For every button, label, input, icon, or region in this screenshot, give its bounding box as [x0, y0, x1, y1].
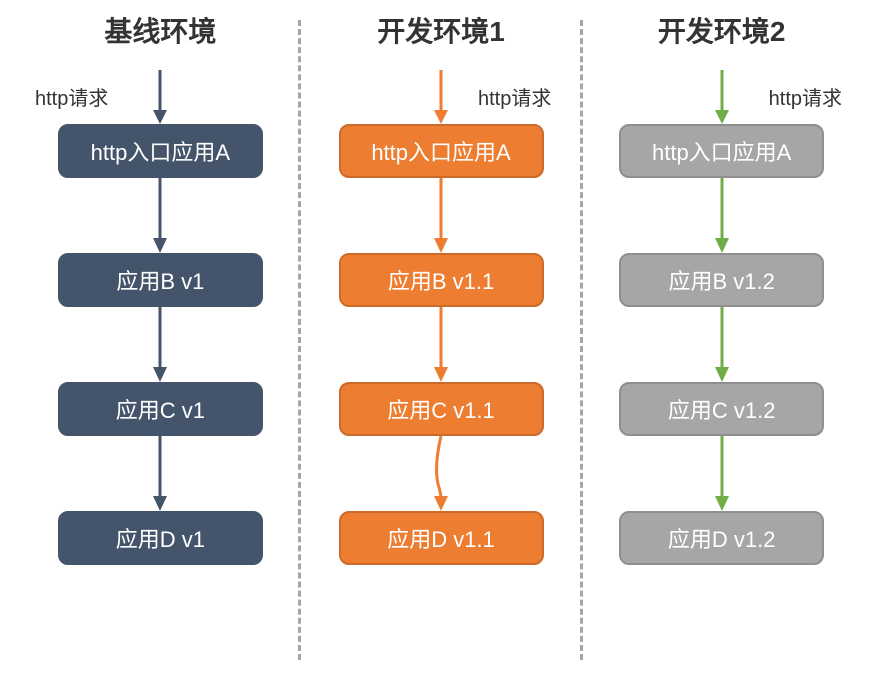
node-label: 应用B v1 — [116, 264, 204, 296]
arrow-down-icon — [145, 436, 175, 511]
arrow-row — [316, 307, 567, 382]
arrow-down-icon — [424, 436, 458, 511]
node-app-d: 应用D v1.2 — [619, 511, 824, 565]
request-arrow-row: http请求 — [596, 68, 847, 124]
arrow-down-icon — [707, 436, 737, 511]
node-label: 应用C v1.1 — [387, 393, 495, 425]
arrow-row — [596, 178, 847, 253]
node-app-d: 应用D v1 — [58, 511, 263, 565]
column-dev2: 开发环境2 http请求 http入口应用A 应用B v1.2 — [581, 10, 862, 660]
request-arrow-row: http请求 — [35, 68, 286, 124]
node-app-a: http入口应用A — [339, 124, 544, 178]
arrow-row — [596, 436, 847, 511]
arrow-row — [35, 178, 286, 253]
diagram-container: 基线环境 http请求 http入口应用A 应用B v1 — [0, 0, 882, 680]
node-app-b: 应用B v1.2 — [619, 253, 824, 307]
arrow-down-icon — [426, 178, 456, 253]
arrow-row — [35, 436, 286, 511]
request-label: http请求 — [478, 82, 551, 111]
arrow-row — [35, 307, 286, 382]
request-label: http请求 — [35, 82, 108, 111]
node-app-b: 应用B v1.1 — [339, 253, 544, 307]
node-label: 应用D v1 — [116, 522, 205, 554]
arrow-down-icon — [707, 68, 737, 124]
node-label: 应用D v1.1 — [387, 522, 495, 554]
arrow-down-icon — [426, 68, 456, 124]
column-baseline: 基线环境 http请求 http入口应用A 应用B v1 — [20, 10, 301, 660]
arrow-row — [316, 178, 567, 253]
column-title: 开发环境2 — [658, 10, 786, 50]
node-label: http入口应用A — [91, 135, 230, 167]
arrow-down-icon — [426, 307, 456, 382]
node-app-a: http入口应用A — [58, 124, 263, 178]
node-app-a: http入口应用A — [619, 124, 824, 178]
arrow-down-icon — [707, 178, 737, 253]
arrow-row — [596, 307, 847, 382]
request-label: http请求 — [769, 82, 842, 111]
node-label: 应用D v1.2 — [668, 522, 776, 554]
column-title: 基线环境 — [104, 10, 216, 50]
node-app-c: 应用C v1.1 — [339, 382, 544, 436]
request-arrow-row: http请求 — [316, 68, 567, 124]
node-label: 应用C v1.2 — [668, 393, 776, 425]
node-label: 应用C v1 — [116, 393, 205, 425]
node-label: http入口应用A — [652, 135, 791, 167]
node-app-c: 应用C v1 — [58, 382, 263, 436]
node-app-b: 应用B v1 — [58, 253, 263, 307]
arrow-down-icon — [707, 307, 737, 382]
column-title: 开发环境1 — [377, 10, 505, 50]
node-app-c: 应用C v1.2 — [619, 382, 824, 436]
arrow-down-icon — [145, 68, 175, 124]
node-label: http入口应用A — [371, 135, 510, 167]
node-label: 应用B v1.2 — [668, 264, 774, 296]
arrow-row — [316, 436, 567, 511]
node-label: 应用B v1.1 — [388, 264, 494, 296]
arrow-down-icon — [145, 178, 175, 253]
column-dev1: 开发环境1 http请求 http入口应用A 应用B v1.1 — [301, 10, 582, 660]
arrow-down-icon — [145, 307, 175, 382]
node-app-d: 应用D v1.1 — [339, 511, 544, 565]
